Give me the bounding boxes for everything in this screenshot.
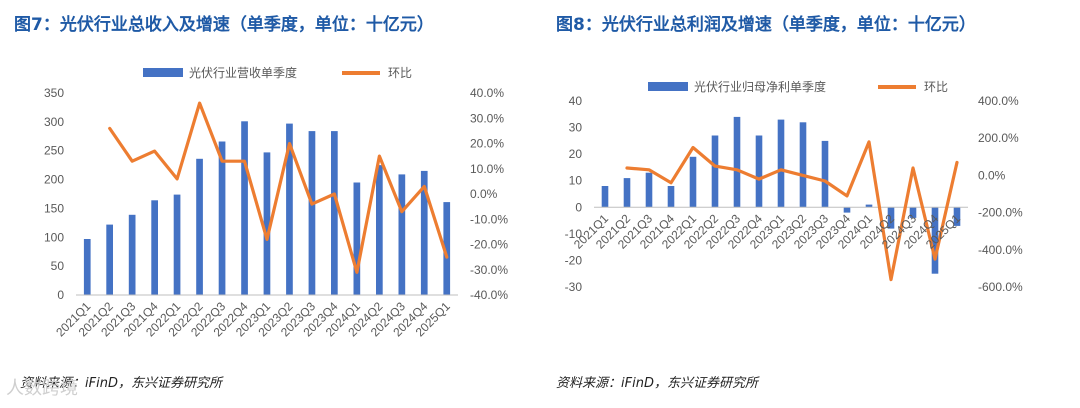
chart1-bar [443,202,451,295]
chart2-bar [887,207,895,229]
chart1-title: 图7：光伏行业总收入及增速（单季度，单位：十亿元） [14,15,434,35]
chart2-bar [931,207,939,274]
chart1-bar [331,131,338,295]
chart2-legend-line-label: 环比 [924,80,948,94]
chart1-y-left-tick: 250 [44,144,64,158]
chart2-line-series-mom [625,140,959,282]
chart1-y-left-tick: 300 [44,115,64,129]
chart1-y-left-tick: 200 [44,173,64,187]
chart1-source: 资料来源：iFinD，东兴证券研究所 [20,376,222,391]
chart2-source: 资料来源：iFinD，东兴证券研究所 [556,376,758,391]
chart1-line-series-mom [108,101,449,274]
chart1-bar [128,214,136,295]
chart2-bar [843,207,851,213]
chart2-y-left-tick: -20 [565,253,583,267]
chart1-bar [241,121,248,295]
chart1-bar [83,239,91,295]
chart1-y-left-tick: 50 [51,259,65,273]
chart2-title: 图8：光伏行业总利润及增速（单季度，单位：十亿元） [556,15,976,35]
chart1-y-right-tick: 20.0% [470,137,504,151]
chart1-legend-line-label: 环比 [388,66,412,80]
chart1-bar [376,165,383,295]
chart2-y-right-tick: -200.0% [978,206,1023,220]
chart1-y-right-tick: 10.0% [470,162,504,176]
chart2-legend-bar-swatch [648,82,688,91]
chart1-bar [286,123,293,295]
chart1-bar [151,200,158,295]
chart1-y-right-tick: 30.0% [470,111,504,125]
chart1-legend-bar-swatch [143,68,183,77]
chart2-y-left-tick: 10 [569,174,583,188]
chart2-bar [799,122,807,208]
chart1-y-right-tick: 0.0% [470,187,498,201]
chart2-bar [953,207,961,226]
watermark-text: 人数跨境 [6,378,78,399]
chart1-bar [420,170,428,295]
chart1-y-left-tick: 100 [44,230,64,244]
chart1-y-right-tick: -20.0% [470,238,508,252]
chart2-bar [623,178,631,208]
chart2-y-left-tick: 40 [569,94,583,108]
chart2-y-left-tick: 30 [569,121,583,135]
chart1-y-right-tick: -40.0% [470,288,508,302]
chart2-bar [777,119,785,208]
chart1-bar [353,182,361,295]
chart1-legend-bar-label: 光伏行业营收单季度 [189,65,297,80]
chart2-legend-bar-label: 光伏行业归母净利单季度 [694,79,826,94]
chart2-bar [601,186,609,208]
chart2-bar [645,172,653,208]
chart2-bar [689,156,697,208]
chart2-y-right-tick: 200.0% [978,131,1019,145]
chart2-y-left-tick: 0 [575,200,582,214]
chart1-bar [173,194,181,295]
chart2-bar [711,135,719,208]
chart1-bar [263,152,271,295]
chart1-y-left-tick: 0 [57,288,64,302]
chart2-bar [733,116,741,208]
chart2-bar [667,186,675,208]
chart2-bar [909,207,917,218]
chart1-bar [398,174,406,295]
chart2-y-right-tick: -400.0% [978,243,1023,257]
chart2-bar [865,204,873,208]
chart1-y-left-tick: 350 [44,86,64,100]
chart1-y-left-tick: 150 [44,201,64,215]
chart1-y-right-tick: -30.0% [470,263,508,277]
chart2-y-left-tick: -30 [565,280,583,294]
chart2-bar [755,135,763,208]
chart1-y-right-tick: -10.0% [470,212,508,226]
chart2-bar [821,140,829,208]
chart2-y-right-tick: 0.0% [978,168,1006,182]
chart1-bar [308,131,316,295]
chart2-y-left-tick: -10 [565,227,583,241]
chart2-y-right-tick: -600.0% [978,280,1023,294]
chart2-y-left-tick: 20 [569,147,583,161]
chart1-bar [196,158,203,295]
chart1-bar [218,141,226,295]
chart1-y-right-tick: 40.0% [470,86,504,100]
chart1-bar [106,224,113,295]
chart2-y-right-tick: 400.0% [978,94,1019,108]
